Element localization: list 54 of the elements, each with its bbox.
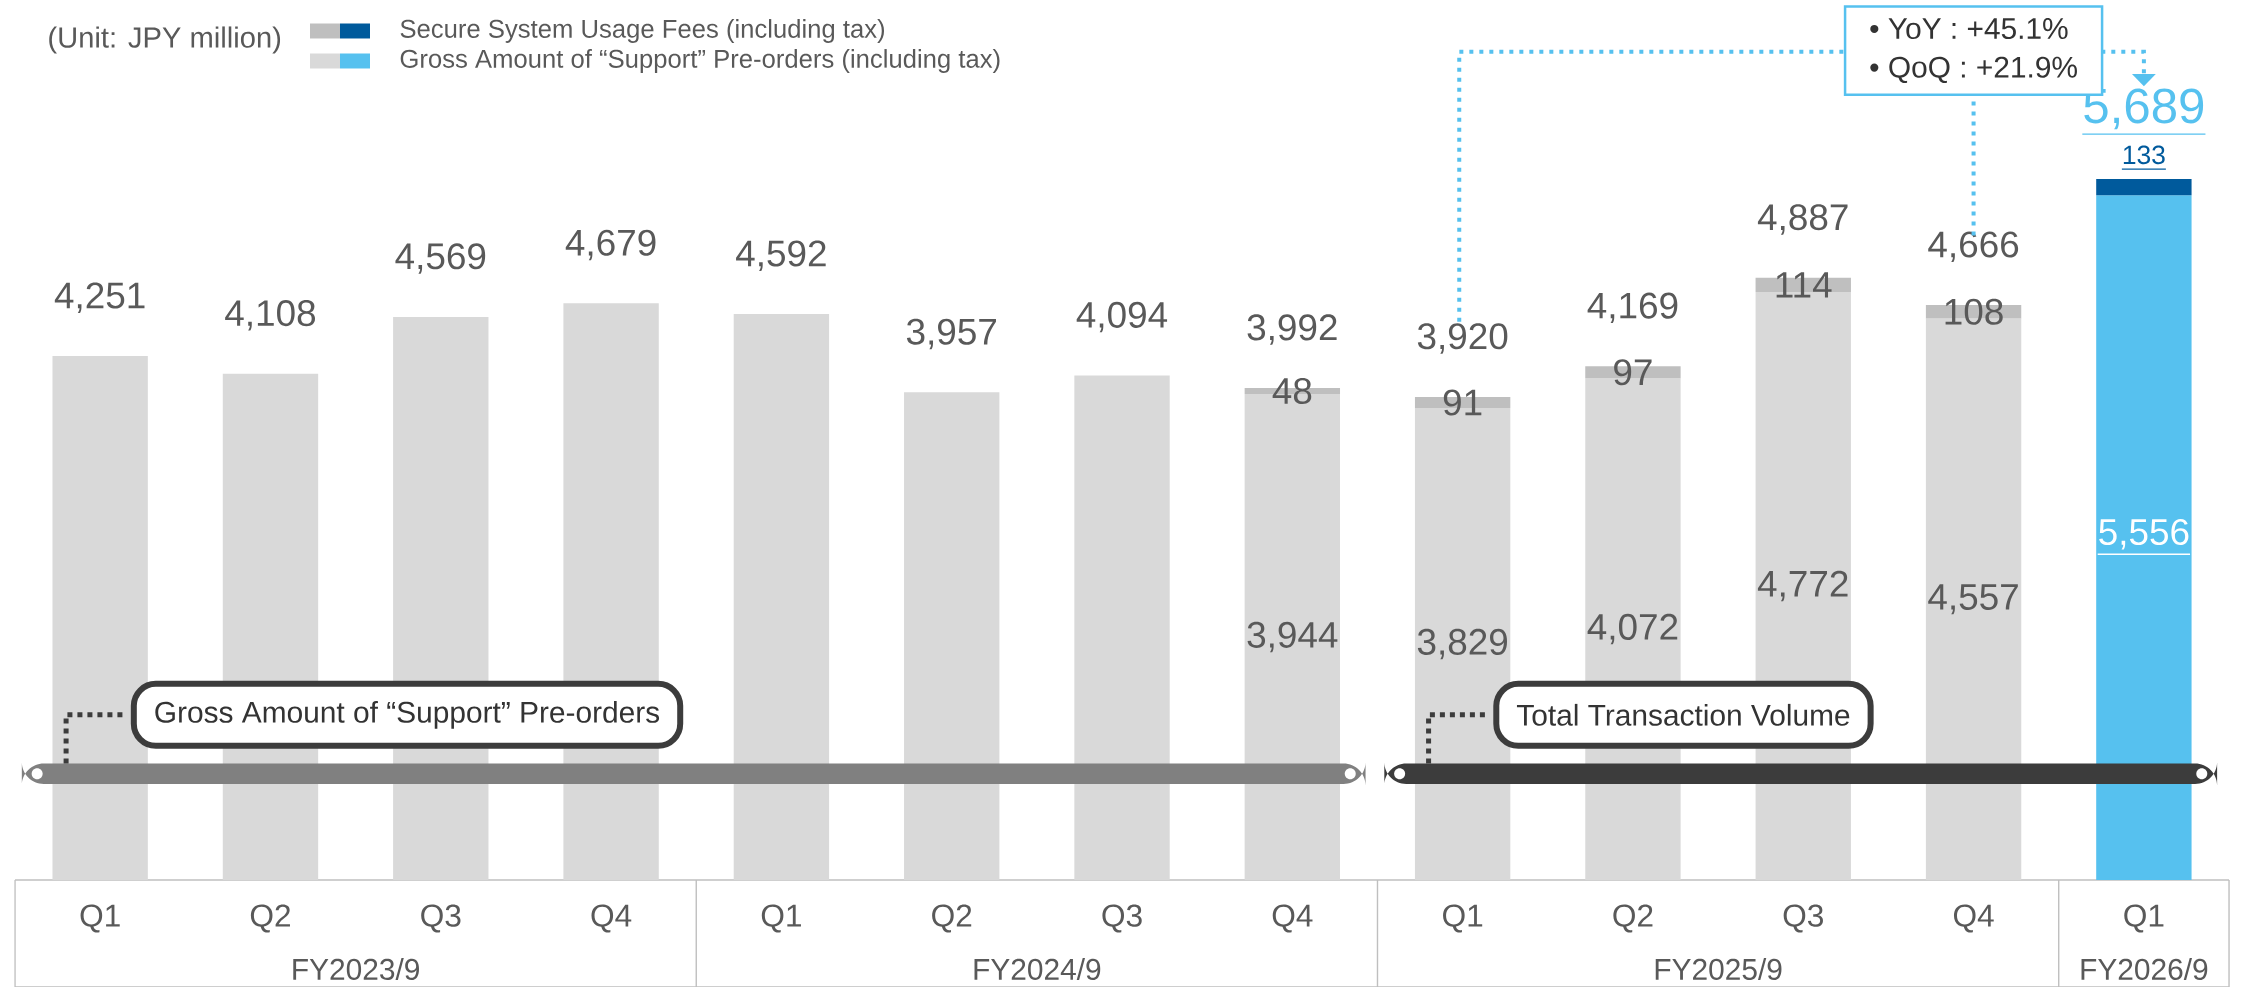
total-label: 4,169: [1587, 292, 1678, 324]
bar: [904, 392, 1000, 880]
total-label: 4,592: [736, 240, 826, 271]
text: FY2023/9: [293, 958, 419, 980]
total-label: 3,992: [1247, 314, 1337, 345]
x-tick-label: Q2: [1613, 904, 1653, 933]
data-label: 4,072: [1587, 613, 1678, 645]
x-tick-label: Q1: [80, 904, 120, 933]
data-label: 108: [1945, 298, 2003, 325]
data-label: 4,557: [1928, 584, 2018, 615]
legend-label: Gross Amount of “Support” Pre-orders (including tax): [400, 49, 1000, 73]
text: (Unit: JPY million): [49, 26, 281, 54]
x-tick-label: Q2: [932, 904, 972, 933]
text: • YoY : +45.1%: [1870, 18, 2068, 40]
data-label: 3,829: [1417, 628, 1508, 660]
x-tick-label: Q3: [1783, 904, 1823, 933]
total-label: 3,920: [1417, 323, 1508, 354]
text: FY2025/9: [1655, 958, 1782, 980]
bar: [2096, 178, 2192, 196]
x-tick-label: Q1: [1443, 904, 1483, 933]
total-label: 3,957: [906, 318, 996, 350]
total-label: 4,666: [1928, 231, 2019, 262]
data-label: 5,556: [2099, 518, 2189, 550]
legend-label: Secure System Usage Fees (including tax): [400, 19, 885, 43]
x-tick-label: Q4: [1272, 904, 1313, 933]
x-tick-label: Q1: [2124, 904, 2164, 933]
annotation: Total Transaction Volume: [1516, 703, 1850, 726]
data-label: 3,944: [1247, 621, 1338, 653]
annotation: Gross Amount of “Support” Pre-orders: [155, 700, 660, 729]
x-tick-label: Q3: [421, 904, 461, 933]
bar: [1074, 375, 1170, 880]
x-tick-label: Q2: [250, 904, 290, 933]
bar: [52, 356, 148, 880]
total-label: 4,679: [565, 229, 656, 261]
bar: [733, 314, 830, 880]
x-tick-label: Q1: [761, 904, 801, 933]
data-label: 97: [1614, 359, 1652, 386]
x-tick-label: Q4: [1953, 904, 1994, 933]
data-label: 114: [1776, 272, 1832, 298]
data-label: 91: [1443, 389, 1482, 416]
text: FY2024/9: [974, 958, 1101, 980]
bar: [2096, 195, 2192, 880]
total-label: 4,108: [225, 300, 316, 331]
total-label: 4,094: [1076, 301, 1168, 333]
data-label: 48: [1272, 377, 1312, 405]
total-label: 4,569: [395, 243, 486, 274]
data-label: 133: [2123, 145, 2165, 165]
x-tick-label: Q3: [1102, 904, 1142, 933]
total-label: 4,251: [54, 282, 145, 313]
text: FY2026/9: [2081, 958, 2208, 980]
text: • QoQ : +21.9%: [1870, 56, 2077, 84]
data-label: 4,772: [1757, 570, 1848, 602]
x-tick-label: Q4: [591, 904, 632, 933]
total-label: 4,887: [1757, 204, 1848, 235]
